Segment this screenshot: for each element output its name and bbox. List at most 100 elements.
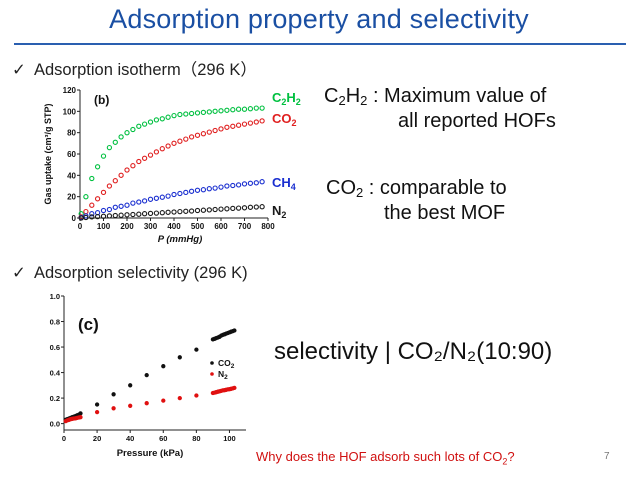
note-c2h2: C2H2 : Maximum value of all reported HOF… <box>324 84 556 134</box>
point-co2 <box>83 208 89 215</box>
point-co2 <box>130 163 136 169</box>
point-c2h2 <box>200 109 207 116</box>
point-n2 <box>206 207 212 213</box>
point-n2 <box>212 206 218 213</box>
page-number: 7 <box>604 451 610 462</box>
y-tick-label: 120 <box>63 86 77 95</box>
checkmark-icon: ✓ <box>12 264 26 282</box>
point-co2 <box>112 178 118 184</box>
x-tick-label: 700 <box>238 222 252 231</box>
selectivity-statement: selectivity | CO₂/N₂(10:90) <box>274 338 553 365</box>
point-n2 <box>188 208 195 214</box>
label-n2: N2 <box>272 203 286 220</box>
point-co2 <box>212 127 218 134</box>
point-ch4 <box>241 181 248 187</box>
point-c2h2 <box>100 153 107 159</box>
point-n2 <box>230 205 236 212</box>
point-co2 <box>128 383 133 388</box>
point-co2 <box>144 372 149 378</box>
point-co2 <box>171 140 177 146</box>
point-ch4 <box>141 198 148 204</box>
point-c2h2 <box>218 108 224 114</box>
point-co2 <box>118 172 124 178</box>
point-c2h2 <box>177 111 183 118</box>
legend-marker-n2 <box>210 372 214 376</box>
isotherm-chart: 0 100 200 300 400 500 600 700 800 0 20 40 60 80 100 120… <box>43 86 275 245</box>
point-co2 <box>188 134 195 140</box>
point-ch4 <box>188 188 195 194</box>
point-n2 <box>259 204 265 210</box>
point-co2 <box>247 120 254 126</box>
point-n2 <box>171 209 177 215</box>
point-ch4 <box>153 195 160 201</box>
x-tick-label: 800 <box>261 222 275 231</box>
x-tick-label: 40 <box>126 434 134 443</box>
isotherm-x-label: P (mmHg) <box>158 234 203 245</box>
y-tick-label: 1.0 <box>50 292 60 301</box>
point-c2h2 <box>94 164 101 170</box>
point-c2h2 <box>259 105 265 111</box>
point-co2 <box>111 392 116 397</box>
note-c2h2-formula: C2H2 <box>324 85 368 108</box>
bullet-selectivity-text: Adsorption selectivity (296 K) <box>34 264 248 282</box>
point-c2h2 <box>83 194 89 200</box>
point-n2 <box>106 213 113 219</box>
point-c2h2 <box>230 107 236 113</box>
bullet-selectivity: ✓ Adsorption selectivity (296 K) <box>12 263 248 283</box>
point-n2 <box>253 204 259 210</box>
slide-title: Adsorption property and selectivity <box>109 4 529 34</box>
isotherm-series-labels: C2H2 CO2 CH4 N2 <box>272 90 301 220</box>
y-tick-label: 0.4 <box>50 369 61 378</box>
point-n2 <box>89 214 95 220</box>
point-co2 <box>159 146 165 152</box>
point-c2h2 <box>165 114 171 120</box>
checkmark-icon: ✓ <box>12 61 26 79</box>
point-ch4 <box>230 182 236 189</box>
point-co2 <box>161 364 166 369</box>
point-ch4 <box>159 194 165 200</box>
point-n2 <box>241 205 248 211</box>
point-c2h2 <box>247 106 254 112</box>
point-n2 <box>130 211 136 218</box>
point-co2 <box>206 129 212 135</box>
point-co2 <box>253 119 259 125</box>
point-c2h2 <box>112 139 118 145</box>
point-n2 <box>141 211 148 217</box>
point-co2 <box>78 411 83 416</box>
point-co2 <box>147 152 154 158</box>
point-ch4 <box>177 190 183 197</box>
y-tick-label: 80 <box>67 129 76 138</box>
point-c2h2 <box>206 109 212 115</box>
point-ch4 <box>136 199 142 205</box>
point-n2 <box>218 206 224 212</box>
label-co2: CO2 <box>272 111 297 128</box>
point-ch4 <box>124 202 130 208</box>
x-tick-label: 600 <box>214 222 228 231</box>
point-n2 <box>144 401 149 406</box>
x-tick-label: 0 <box>78 222 83 231</box>
point-c2h2 <box>159 116 165 122</box>
point-ch4 <box>212 185 218 191</box>
panel-label-c: (c) <box>78 315 99 334</box>
point-ch4 <box>165 193 171 199</box>
point-n2 <box>100 213 107 219</box>
y-tick-label: 60 <box>67 150 76 159</box>
point-ch4 <box>89 211 95 217</box>
point-n2 <box>161 398 166 403</box>
selectivity-chart: 0 20 40 60 80 100 0.0 0.2 0.4 0.6 0.8 1.0 (c) Press… <box>50 292 246 459</box>
point-co2 <box>141 155 148 161</box>
point-co2 <box>235 122 242 128</box>
point-ch4 <box>247 180 254 186</box>
y-tick-label: 100 <box>63 107 77 116</box>
point-ch4 <box>183 189 189 196</box>
point-c2h2 <box>235 106 242 112</box>
point-c2h2 <box>136 123 142 129</box>
point-n2 <box>112 212 118 219</box>
label-ch4: CH4 <box>272 175 296 192</box>
point-n2 <box>83 214 89 221</box>
y-tick-label: 0 <box>72 214 77 223</box>
point-c2h2 <box>130 126 136 133</box>
note-c2h2-line1: : Maximum value of <box>372 85 547 107</box>
question-main: Why does the HOF adsorb such lots of CO <box>256 449 503 464</box>
x-tick-label: 60 <box>159 434 167 443</box>
